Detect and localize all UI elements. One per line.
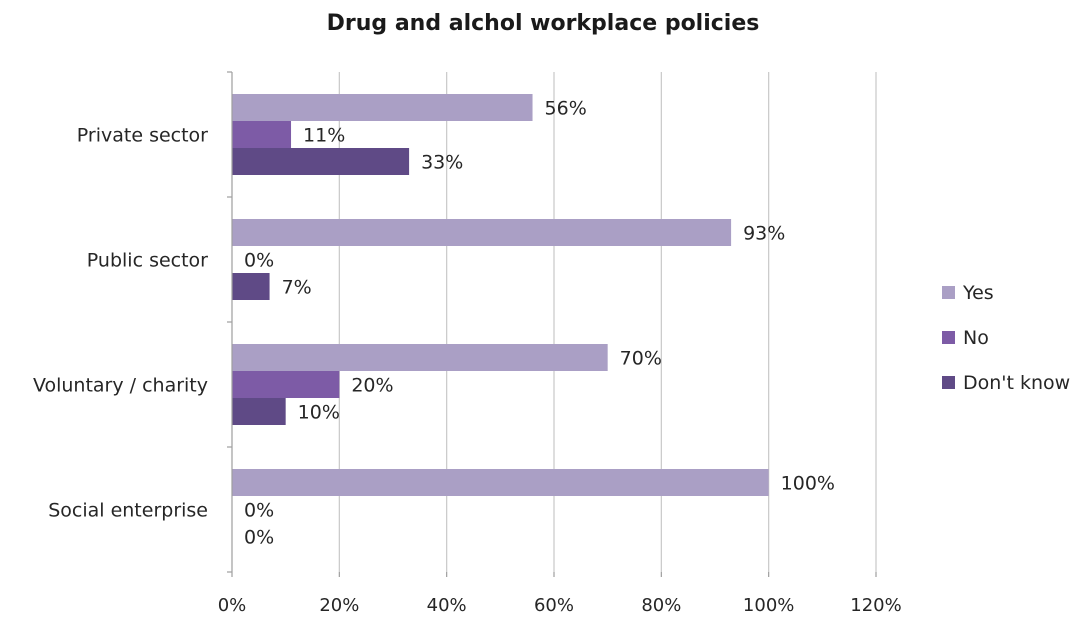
legend: Yes No Don't know bbox=[942, 282, 1070, 394]
data-label: 11% bbox=[303, 125, 345, 147]
data-label: 0% bbox=[244, 500, 274, 522]
category-label: Private sector bbox=[77, 125, 208, 147]
legend-swatch-yes bbox=[942, 286, 955, 299]
category-label: Social enterprise bbox=[48, 500, 208, 522]
data-label: 7% bbox=[282, 277, 312, 299]
x-tick-label: 40% bbox=[427, 595, 467, 616]
chart-title: Drug and alchol workplace policies bbox=[327, 11, 760, 36]
x-tick-label: 60% bbox=[534, 595, 574, 616]
axes bbox=[227, 71, 877, 577]
data-label: 0% bbox=[244, 527, 274, 549]
data-label: 70% bbox=[620, 348, 662, 370]
category-label: Public sector bbox=[87, 250, 208, 272]
bar-don-t-know bbox=[232, 148, 410, 175]
data-label: 10% bbox=[298, 402, 340, 424]
x-tick-label: 20% bbox=[319, 595, 359, 616]
bar-yes bbox=[232, 94, 533, 121]
x-tick-label: 0% bbox=[218, 595, 247, 616]
bar-no bbox=[232, 371, 340, 398]
legend-swatch-don-t-know bbox=[942, 376, 955, 389]
labels: 0% 20% 40% 60% 80% 100% 120% Private sector 56% 1… bbox=[33, 98, 902, 617]
legend-label: Don't know bbox=[963, 372, 1070, 394]
data-label: 100% bbox=[781, 473, 835, 495]
legend-label: Yes bbox=[962, 282, 994, 304]
data-label: 0% bbox=[244, 250, 274, 272]
bar-don-t-know bbox=[232, 398, 286, 425]
bars bbox=[232, 94, 769, 496]
data-label: 33% bbox=[421, 152, 463, 174]
bar-don-t-know bbox=[232, 273, 270, 300]
data-label: 93% bbox=[743, 223, 785, 245]
x-tick-label: 120% bbox=[850, 595, 901, 616]
data-label: 56% bbox=[545, 98, 587, 120]
x-tick-label: 80% bbox=[641, 595, 681, 616]
gridlines bbox=[338, 72, 877, 572]
x-tick-label: 100% bbox=[743, 595, 794, 616]
bar-yes bbox=[232, 219, 732, 246]
data-label: 20% bbox=[351, 375, 393, 397]
bar-yes bbox=[232, 344, 608, 371]
bar-no bbox=[232, 121, 292, 148]
legend-label: No bbox=[963, 327, 989, 349]
bar-yes bbox=[232, 469, 769, 496]
legend-swatch-no bbox=[942, 331, 955, 344]
category-label: Voluntary / charity bbox=[33, 375, 208, 397]
